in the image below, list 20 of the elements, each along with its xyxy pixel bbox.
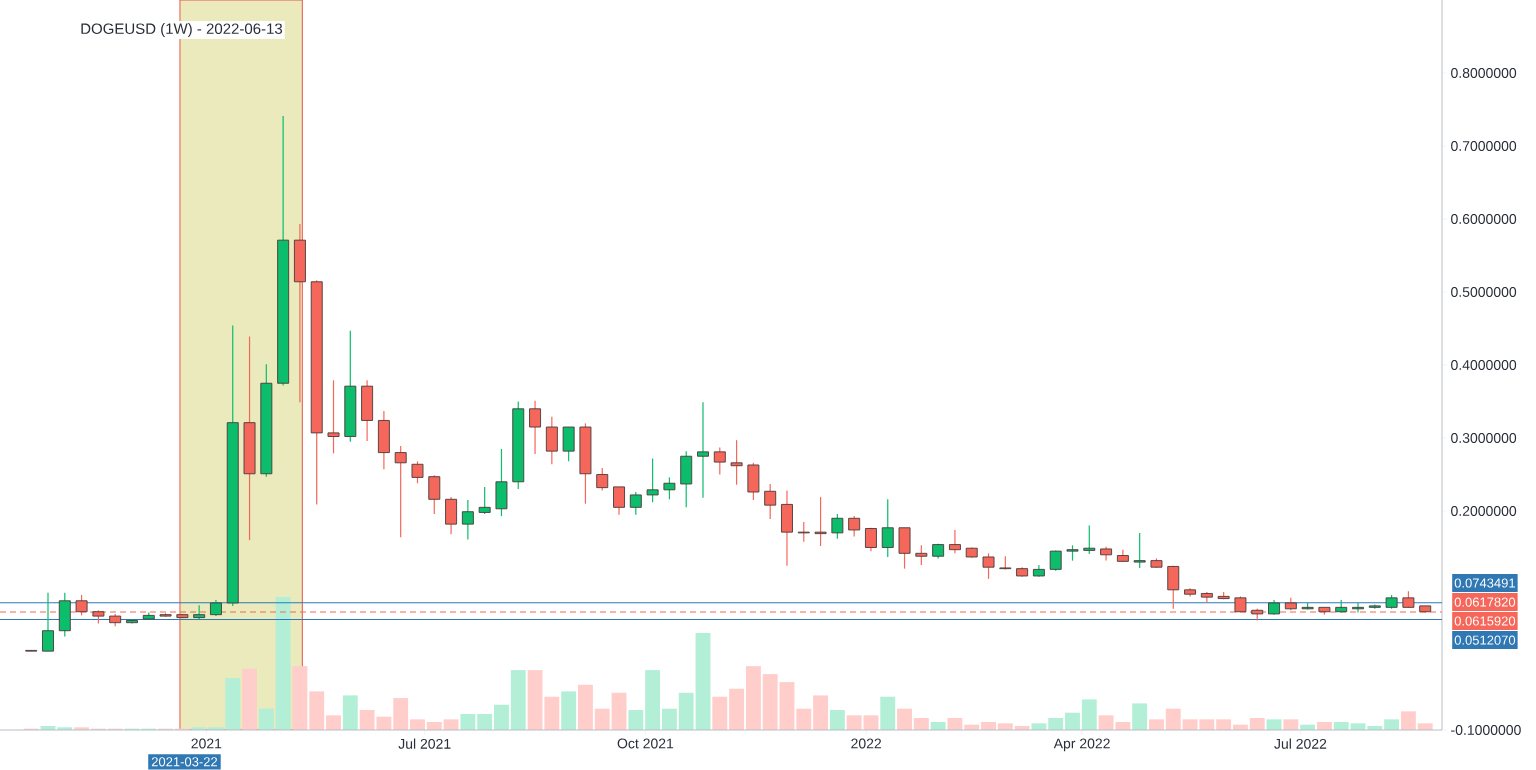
y-tick-label: 0.7000000: [1451, 141, 1517, 151]
y-tick-label: 0.3000000: [1451, 433, 1517, 443]
y-tick-label: 0.4000000: [1451, 360, 1517, 370]
y-tick-label: 0.6000000: [1451, 214, 1517, 224]
x-tick-label: Apr 2022: [1053, 738, 1110, 752]
ref-line-label: 0.0512070: [1454, 635, 1516, 645]
y-tick-label: 0.2000000: [1451, 506, 1517, 516]
x-tick-label: Oct 2021: [617, 738, 674, 749]
text: DOGEUSD (1W) - 2022-06-13: [81, 23, 283, 37]
text: 2021-03-22: [151, 757, 218, 767]
ref-line-label: 0.0615920: [1454, 616, 1516, 626]
x-tick-label: Jul 2022: [1274, 738, 1327, 749]
y-tick-label: 0.8000000: [1451, 68, 1517, 78]
x-tick-label: 2022: [851, 738, 882, 749]
x-tick-label: Jul 2021: [398, 738, 451, 749]
y-tick-label: -0.1000000: [1451, 725, 1521, 735]
x-tick-label: 2021: [191, 738, 222, 749]
ref-line-label: 0.0743491: [1454, 578, 1515, 588]
annotation: 0.0617820: [1454, 597, 1516, 607]
y-tick-label: 0.5000000: [1451, 287, 1517, 297]
